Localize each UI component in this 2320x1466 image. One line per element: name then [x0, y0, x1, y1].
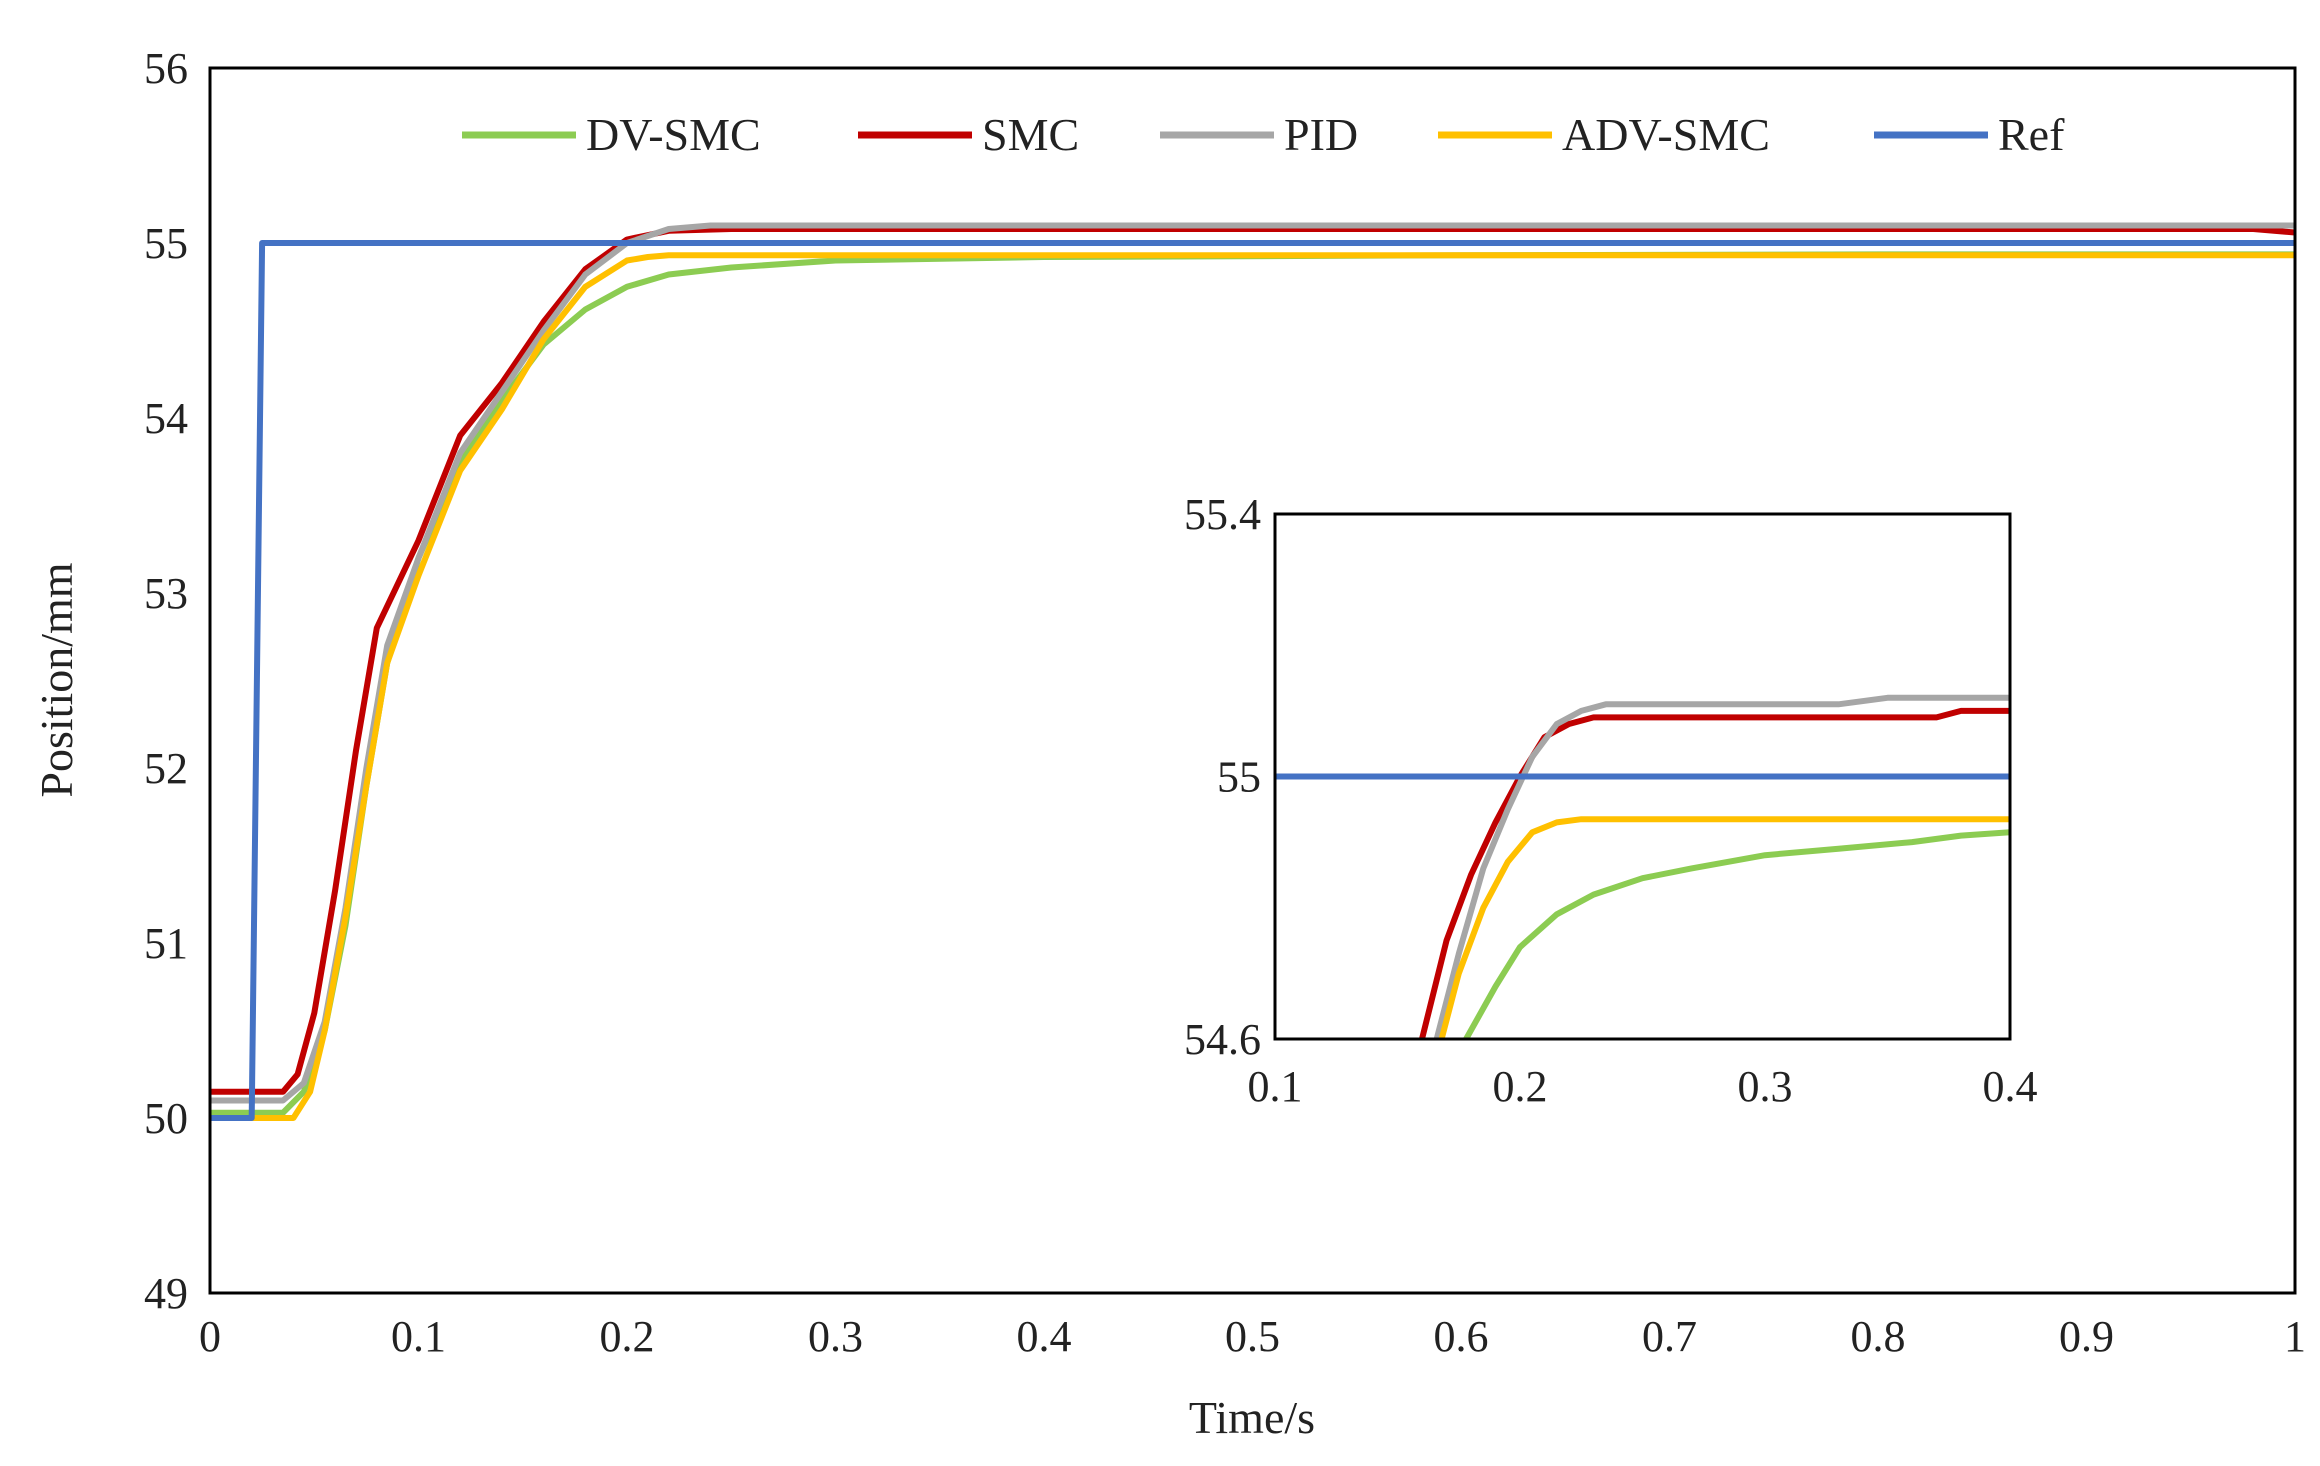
inset-plot-frame: [1273, 512, 2012, 1041]
inset-x-tick-labels: 0.1 0.2 0.3 0.4: [1248, 1062, 2038, 1111]
inset-series-smc: [1419, 707, 2010, 1039]
main-x-tick-label: 0.9: [2059, 1312, 2114, 1361]
main-x-tick-label: 0.1: [391, 1312, 446, 1361]
main-x-tick-labels: 0 0.1 0.2 0.3 0.4 0.5 0.6 0.7 0.8 0.9 1: [199, 1312, 2306, 1361]
main-y-tick-labels: 49 50 51 52 53 54 55 56: [144, 44, 188, 1318]
inset-series-adv-smc: [1438, 816, 2010, 1039]
y-axis-title: Position/mm: [31, 562, 82, 797]
legend-label-smc: SMC: [982, 109, 1079, 160]
main-x-tick-label: 0.6: [1434, 1312, 1489, 1361]
main-y-tick-label: 51: [144, 919, 188, 968]
main-y-tick-label: 52: [144, 744, 188, 793]
main-x-tick-label: 0.2: [600, 1312, 655, 1361]
main-x-tick-label: 0.3: [808, 1312, 863, 1361]
main-y-tick-label: 50: [144, 1094, 188, 1143]
inset-y-tick-label: 55.4: [1184, 490, 1261, 539]
main-plot-frame: [208, 66, 2297, 1295]
legend-label-ref: Ref: [1998, 109, 2065, 160]
inset-series-dv-smc: [1463, 829, 2010, 1039]
main-y-tick-label: 53: [144, 569, 188, 618]
main-x-tick-label: 0.4: [1017, 1312, 1072, 1361]
inset-y-tick-label: 55: [1217, 753, 1261, 802]
legend-label-adv-smc: ADV-SMC: [1562, 109, 1770, 160]
inset-series-group: [1275, 694, 2010, 1039]
inset-x-tick-label: 0.1: [1248, 1062, 1303, 1111]
inset-series-pid: [1433, 694, 2010, 1039]
inset-y-tick-label: 54.6: [1184, 1015, 1261, 1064]
main-y-tick-label: 49: [144, 1269, 188, 1318]
legend: DV-SMC SMC PID ADV-SMC Ref: [462, 109, 2065, 160]
legend-label-pid: PID: [1284, 109, 1358, 160]
main-x-tick-label: 0.8: [1851, 1312, 1906, 1361]
main-series-group: [210, 222, 2295, 1121]
main-y-tick-label: 55: [144, 219, 188, 268]
x-axis-title: Time/s: [1189, 1392, 1315, 1443]
inset-y-tick-labels: 54.6 55 55.4: [1184, 490, 1261, 1064]
main-series-adv-smc: [210, 252, 2295, 1121]
main-y-tick-label: 56: [144, 44, 188, 93]
main-x-tick-label: 0: [199, 1312, 221, 1361]
main-y-tick-label: 54: [144, 394, 188, 443]
main-series-smc: [210, 226, 2295, 1095]
main-x-tick-label: 0.5: [1225, 1312, 1280, 1361]
legend-label-dv-smc: DV-SMC: [586, 109, 761, 160]
inset-x-tick-label: 0.3: [1738, 1062, 1793, 1111]
inset-x-tick-label: 0.4: [1983, 1062, 2038, 1111]
main-series-ref: [210, 240, 2295, 1121]
inset-zoom-plot: 54.6 55 55.4 0.1 0.2 0.3 0.4: [1184, 490, 2038, 1111]
main-x-tick-label: 0.7: [1642, 1312, 1697, 1361]
inset-x-tick-label: 0.2: [1493, 1062, 1548, 1111]
main-x-tick-label: 1: [2284, 1312, 2306, 1361]
